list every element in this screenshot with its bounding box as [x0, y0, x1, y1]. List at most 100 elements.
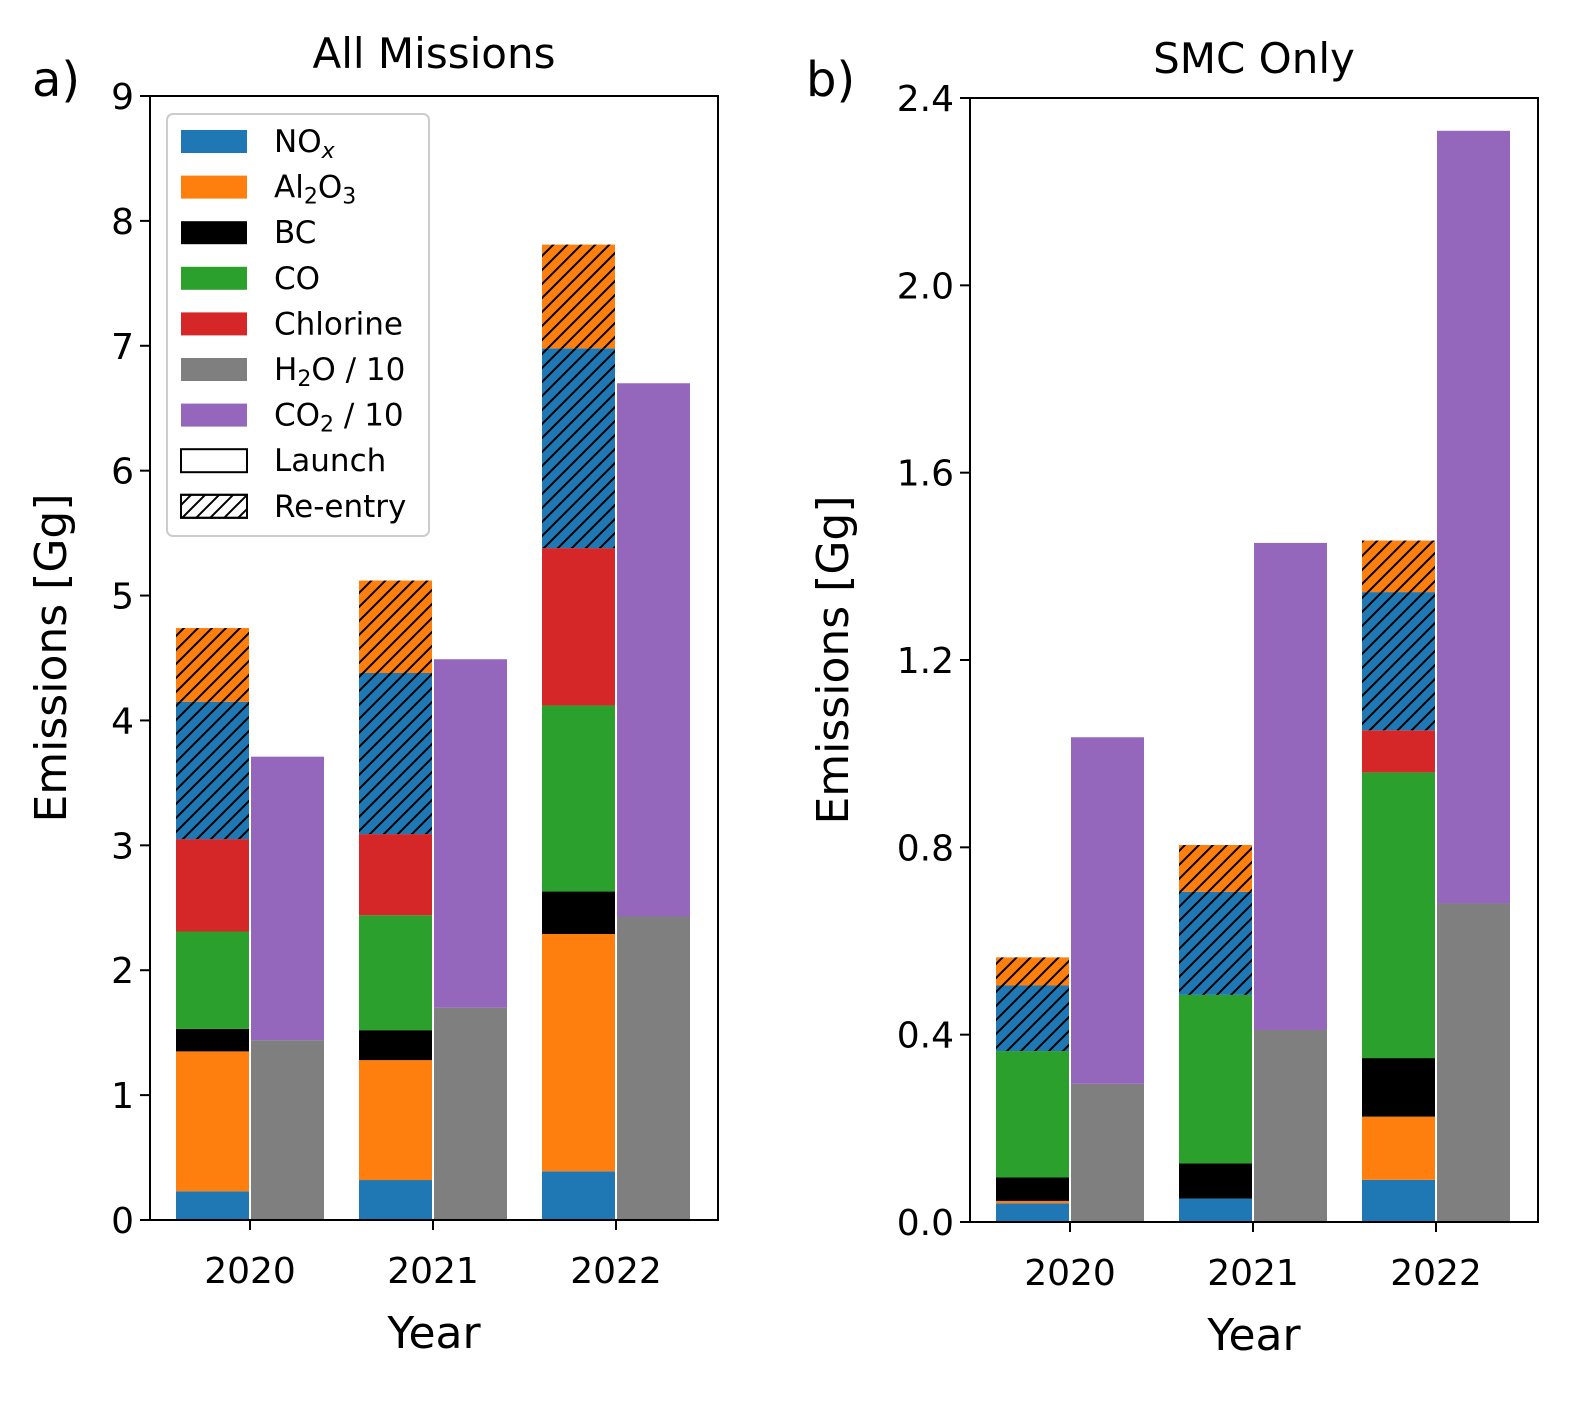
a-2020-left-bc-launch-bar: [176, 1028, 249, 1052]
b-2021-left-bc-launch-bar: [1179, 1163, 1252, 1199]
b-2022-right-co2-10-bar: [1437, 130, 1510, 904]
b-y-tick-label: 0.8: [897, 828, 954, 869]
legend-label-al2o3: Al2O3: [274, 170, 356, 210]
b-2022-left-al2o3-launch-bar: [1362, 1116, 1435, 1180]
legend-label-launch: Launch: [274, 443, 386, 479]
panel-a-x-ticks: 2020 2021 2022: [204, 1220, 662, 1292]
b-2021-left-nox-launch-bar: [1179, 1198, 1252, 1222]
legend: NOx Al2O3 BC CO Chlorine H2O / 10 CO2 / 10 Laun…: [166, 113, 430, 537]
panel-a-axes-frame: [149, 95, 719, 1221]
panel-b-bars: [996, 130, 1510, 1222]
b-2021-left-al2o3-re-entry-bar-hatch: [1179, 844, 1252, 892]
a-y-tick-label: 2: [111, 951, 134, 992]
b-2020-left-al2o3-re-entry-bar-hatch: [996, 957, 1069, 986]
legend-swatch-h2o: [181, 358, 247, 381]
a-y-tick-label: 7: [111, 327, 134, 368]
a-y-tick-label: 8: [111, 202, 134, 243]
a-2021-left-chlorine-launch-bar: [359, 834, 432, 916]
b-2021-right-h2o-10-bar: [1254, 1029, 1327, 1222]
b-y-tick-label: 1.2: [897, 641, 954, 682]
b-y-tick-label: 2.4: [897, 79, 954, 120]
b-x-tick-label: 2021: [1207, 1253, 1299, 1294]
a-2020-right-co2-10-bar: [251, 756, 324, 1041]
panel-b-label: b): [806, 52, 855, 108]
a-2020-left-al2o3-re-entry-bar-hatch: [176, 628, 249, 702]
panel-a-x-axis-label: Year: [386, 1308, 481, 1359]
legend-label-bc: BC: [274, 215, 316, 251]
legend-swatch-chlorine: [181, 312, 247, 336]
b-2020-left-nox-re-entry-bar-hatch: [996, 985, 1069, 1052]
panel-b-axes-frame: [969, 97, 1539, 1223]
a-2021-left-bc-launch-bar: [359, 1030, 432, 1061]
b-2022-left-al2o3-re-entry-bar-hatch: [1362, 540, 1435, 593]
panel-b-title: SMC Only: [1153, 34, 1355, 83]
b-y-tick-label: 1.6: [897, 454, 954, 495]
panel-b-y-axis-label: Emissions [Gg]: [808, 495, 859, 824]
b-2022-left-nox-re-entry-bar-hatch: [1362, 592, 1435, 731]
a-2020-left-chlorine-launch-bar: [176, 839, 249, 932]
panel-a-bars: [176, 244, 690, 1220]
b-2022-left-chlorine-launch-bar: [1362, 730, 1435, 773]
legend-label-co: CO: [274, 261, 320, 297]
b-2021-right-co2-10-bar: [1254, 542, 1327, 1030]
legend-swatch-launch: [180, 448, 248, 474]
a-x-tick-label: 2021: [387, 1251, 479, 1292]
a-2020-left-nox-launch-bar: [176, 1191, 249, 1220]
a-2022-left-al2o3-re-entry-bar-hatch: [542, 244, 615, 349]
panel-b-x-axis-label: Year: [1206, 1310, 1301, 1361]
b-2020-right-co2-10-bar: [1071, 737, 1144, 1084]
a-2020-left-nox-re-entry-bar-hatch: [176, 701, 249, 840]
a-2020-left-co-launch-bar: [176, 931, 249, 1029]
legend-swatch-co2: [181, 403, 247, 427]
legend-swatch-al2o3: [181, 175, 247, 199]
b-2021-left-nox-re-entry-bar-hatch: [1179, 891, 1252, 995]
legend-swatch-reentry-hatch: [180, 493, 248, 519]
a-x-tick-label: 2022: [570, 1251, 662, 1292]
a-2022-left-bc-launch-bar: [542, 891, 615, 935]
a-y-tick-label: 5: [111, 577, 134, 618]
a-y-tick-label: 0: [111, 1201, 134, 1242]
legend-label-h2o: H2O / 10: [274, 352, 405, 392]
legend-swatch-bc: [181, 221, 247, 245]
b-y-tick-label: 0.0: [897, 1203, 954, 1244]
b-2020-left-co-launch-bar: [996, 1051, 1069, 1178]
b-2022-right-h2o-10-bar: [1437, 903, 1510, 1222]
a-2022-left-nox-launch-bar: [542, 1171, 615, 1220]
a-2021-left-nox-re-entry-bar-hatch: [359, 672, 432, 835]
legend-swatch-co: [181, 266, 247, 290]
a-2022-left-al2o3-launch-bar: [542, 934, 615, 1172]
b-2021-left-co-launch-bar: [1179, 994, 1252, 1164]
a-2022-left-nox-re-entry-bar-hatch: [542, 348, 615, 549]
legend-label-nox: NOx: [274, 124, 336, 164]
a-2021-left-nox-launch-bar: [359, 1180, 432, 1220]
panel-a-title: All Missions: [313, 29, 556, 78]
legend-swatch-nox: [181, 130, 247, 153]
b-x-tick-label: 2022: [1390, 1253, 1482, 1294]
a-y-tick-label: 9: [111, 77, 134, 118]
a-2020-right-h2o-10-bar: [251, 1040, 324, 1220]
a-2022-left-chlorine-launch-bar: [542, 548, 615, 706]
a-x-tick-label: 2020: [204, 1251, 296, 1292]
b-2022-left-nox-launch-bar: [1362, 1179, 1435, 1222]
a-y-tick-label: 1: [111, 1076, 134, 1117]
a-y-tick-label: 4: [111, 701, 134, 742]
a-2021-right-co2-10-bar: [434, 659, 507, 1008]
panel-a-y-ticks: 0 1 2 3 4 5 6 7 8 9: [111, 77, 150, 1242]
b-y-tick-label: 0.4: [897, 1016, 954, 1057]
a-2021-left-al2o3-launch-bar: [359, 1060, 432, 1181]
panel-a-label: a): [32, 52, 80, 108]
a-2020-left-al2o3-launch-bar: [176, 1051, 249, 1192]
panel-b-smc-only: b) SMC Only 0.00.40.81.21.62.02.4 2020 20…: [806, 34, 1539, 1361]
legend-frame: [166, 113, 430, 537]
panel-b-y-ticks: 0.0 0.4 0.8 1.2 1.6 2.0 2.4: [897, 79, 970, 1244]
b-2022-left-bc-launch-bar: [1362, 1058, 1435, 1117]
panel-a-y-axis-label: Emissions [Gg]: [26, 493, 77, 822]
a-y-tick-label: 3: [111, 826, 134, 867]
a-2021-left-co-launch-bar: [359, 915, 432, 1031]
b-2020-right-h2o-10-bar: [1071, 1083, 1144, 1222]
a-y-tick-label: 6: [111, 452, 134, 493]
legend-label-chlorine: Chlorine: [274, 306, 403, 342]
a-2021-left-al2o3-re-entry-bar-hatch: [359, 580, 432, 673]
